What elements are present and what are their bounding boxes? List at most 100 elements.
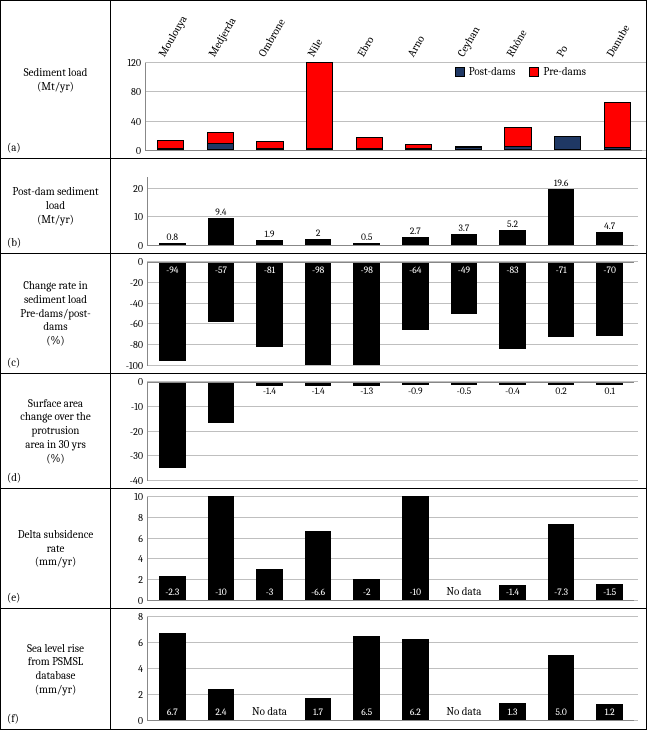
chart-area: 024686.72.4No data1.76.56.2No data1.35.0… <box>113 613 638 725</box>
bar-label: 1.7 <box>313 707 323 718</box>
bar-label: 2 <box>316 228 320 239</box>
bar-label: 1.9 <box>265 229 275 240</box>
bar: -94 <box>159 263 186 361</box>
bar <box>596 383 623 385</box>
plot: -2.3-10-3-6.6-2-10No data-1.4-7.3-1.5 <box>147 497 634 601</box>
no-data-label: No data <box>446 705 481 718</box>
bar-label: 9.4 <box>215 207 226 218</box>
y-tick: 4 <box>113 663 143 675</box>
bar-label: -10 <box>410 587 421 598</box>
bar: -2 <box>353 579 380 600</box>
bar-label: 1.3 <box>508 707 518 718</box>
y-tick: 120 <box>111 57 141 69</box>
y-tick: 6 <box>113 637 143 649</box>
panel-title: Post-dam sediment load (Mt/yr) <box>12 185 98 226</box>
bar-label: 6.5 <box>361 707 372 718</box>
bar: -10 <box>208 496 235 600</box>
bar-label: -6.6 <box>311 587 325 598</box>
bar: 2 <box>305 239 332 245</box>
bar-label: 5.2 <box>507 219 518 230</box>
chart-cell: MoulouyaMedjerdaOmbroneNileEbroArnoCeyha… <box>111 1 646 158</box>
y-tick: -30 <box>113 450 143 462</box>
x-label: Po <box>554 43 571 59</box>
legend-swatch <box>529 67 539 77</box>
bar-label: 6.7 <box>167 707 178 718</box>
bar-label: 2.4 <box>215 707 226 718</box>
bar-label: -98 <box>312 265 324 276</box>
bar: -1.4 <box>499 585 526 600</box>
bar: -2.3 <box>159 576 186 600</box>
plot: 0.89.41.920.52.73.75.219.64.7 <box>147 177 634 246</box>
chart-area: 0-10-20-30-40-34.4-16.0-1.4-1.4-1.3-0.9-… <box>113 378 638 484</box>
panel-tag: (b) <box>7 236 21 249</box>
panel-b: Post-dam sediment load (Mt/yr) (b) 0 10 20 0.… <box>1 159 646 254</box>
bar-post <box>256 148 283 150</box>
legend-label: Pre-dams <box>543 65 586 78</box>
figure: Sediment load (Mt/yr)(a)MoulouyaMedjerda… <box>0 0 647 730</box>
bar-label: -81 <box>264 265 275 276</box>
bar-label: -64 <box>409 265 421 276</box>
y-tick: 0 <box>113 376 143 388</box>
plot-wrapper: 04080120Post-damsPre-dams <box>111 63 646 151</box>
chart-cell: 010200.89.41.920.52.73.75.219.64.7 <box>111 159 646 253</box>
legend-item: Post-dams <box>455 65 516 78</box>
bar-label: -16.0 <box>212 411 230 422</box>
y-tick: 40 <box>111 116 141 128</box>
y-tick: -10 <box>113 401 143 413</box>
bar: -7.3 <box>548 524 575 600</box>
bar-label: 4.7 <box>604 221 615 232</box>
y-tick: 0 <box>113 256 143 268</box>
bar-post <box>405 148 432 150</box>
bar: 1.7 <box>305 698 332 720</box>
panel-label: Post-dam sediment load (Mt/yr) (b) <box>1 159 111 253</box>
bar: 3.7 <box>451 234 478 245</box>
bar: 19.6 <box>548 189 575 245</box>
bar-label: 0.5 <box>361 232 372 243</box>
panel-label: Delta subsidence rate (mm/yr) (e) <box>1 489 111 608</box>
panel-d: Surface area change over the protrusion … <box>1 374 646 489</box>
bar-label: -1.4 <box>263 386 276 397</box>
y-tick: 0 <box>113 595 143 607</box>
plot-wrapper: 0-10-20-30-40-34.4-16.0-1.4-1.4-1.3-0.9-… <box>113 382 638 481</box>
bar-label: -83 <box>506 265 518 276</box>
bar-label: 3.7 <box>458 223 469 234</box>
no-data-label: No data <box>252 705 287 718</box>
y-tick: 10 <box>113 211 143 223</box>
legend-item: Pre-dams <box>529 65 586 78</box>
y-tick: -80 <box>113 339 143 351</box>
plot-wrapper: 024686.72.4No data1.76.56.2No data1.35.0… <box>113 617 638 721</box>
panel-a: Sediment load (Mt/yr)(a)MoulouyaMedjerda… <box>1 1 646 159</box>
bar-label: -2 <box>363 587 371 598</box>
y-tick: 6 <box>113 533 143 545</box>
x-label: Arno <box>405 33 427 59</box>
bar-post <box>604 147 631 150</box>
bar: 5.2 <box>499 230 526 245</box>
bar-label: -94 <box>166 265 178 276</box>
y-tick: 20 <box>113 183 143 195</box>
bar-label: -34.4 <box>163 456 182 467</box>
bar-label: 0.1 <box>605 386 615 397</box>
panel-label: Sediment load (Mt/yr)(a) <box>1 1 111 158</box>
bar-post <box>157 148 184 150</box>
bar: -3 <box>256 569 283 600</box>
bar: -83 <box>499 263 526 349</box>
panel-title: Delta subsidence rate (mm/yr) <box>18 528 93 569</box>
panel-label: Change rate in sediment load Pre-dams/po… <box>1 254 111 373</box>
panel-tag: (d) <box>7 471 21 484</box>
bar: 2.7 <box>402 237 429 245</box>
chart-cell: 0-10-20-30-40-34.4-16.0-1.4-1.4-1.3-0.9-… <box>111 374 646 488</box>
bar-post <box>356 148 383 150</box>
y-tick: 8 <box>113 512 143 524</box>
plot-wrapper: 0246810-2.3-10-3-6.6-2-10No data-1.4-7.3… <box>113 497 638 601</box>
bar-label: 5.0 <box>555 707 566 718</box>
y-tick: 2 <box>113 574 143 586</box>
panel-tag: (e) <box>7 591 20 604</box>
y-tick: 0 <box>113 240 143 252</box>
bar-post <box>306 148 333 150</box>
bar <box>451 383 478 385</box>
y-tick: 4 <box>113 553 143 565</box>
bar: 6.2 <box>402 639 429 720</box>
y-tick: -20 <box>113 277 143 289</box>
bar: 2.4 <box>208 689 235 720</box>
bar: 6.7 <box>159 633 186 720</box>
